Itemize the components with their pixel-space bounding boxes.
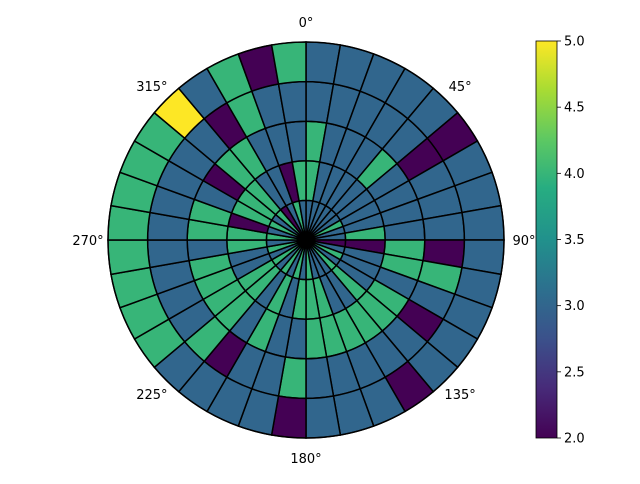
theta-tick-label: 270° bbox=[72, 234, 103, 249]
heatmap-cell-r4-s26 bbox=[107, 239, 151, 276]
theta-tick-label: 90° bbox=[512, 234, 535, 249]
colorbar-tick-label: 5.0 bbox=[564, 35, 585, 50]
colorbar-ticks: 2.0 2.5 3.0 3.5 4.0 4.5 5.0 bbox=[557, 35, 585, 447]
theta-tick-label: 135° bbox=[444, 388, 475, 403]
theta-tick-label: 0° bbox=[299, 16, 314, 31]
polar-cells bbox=[107, 41, 505, 439]
colorbar-tick-label: 2.5 bbox=[564, 365, 585, 380]
heatmap-cell-r4-s8 bbox=[461, 204, 505, 241]
colorbar-gradient bbox=[535, 40, 558, 439]
colorbar-tick-label: 4.5 bbox=[564, 101, 585, 116]
colorbar-tick-label: 2.0 bbox=[564, 432, 585, 447]
theta-tick-label: 225° bbox=[136, 388, 167, 403]
theta-tick-label: 45° bbox=[449, 80, 472, 95]
heatmap-cell-r4-s17 bbox=[305, 395, 342, 439]
colorbar-tick-label: 3.5 bbox=[564, 233, 585, 248]
theta-tick-label: 180° bbox=[290, 452, 321, 467]
polar-outer-spine bbox=[107, 41, 505, 439]
colorbar-tick-label: 4.0 bbox=[564, 167, 585, 182]
theta-tick-labels: 0° 45° 90° 135° 180° 225° 270° 315° bbox=[72, 16, 535, 467]
theta-tick-label: 315° bbox=[136, 80, 167, 95]
colorbar: 2.0 2.5 3.0 3.5 4.0 4.5 5.0 bbox=[535, 35, 585, 447]
colorbar-tick-label: 3.0 bbox=[564, 299, 585, 314]
heatmap-cell-r4-s35 bbox=[270, 41, 307, 85]
